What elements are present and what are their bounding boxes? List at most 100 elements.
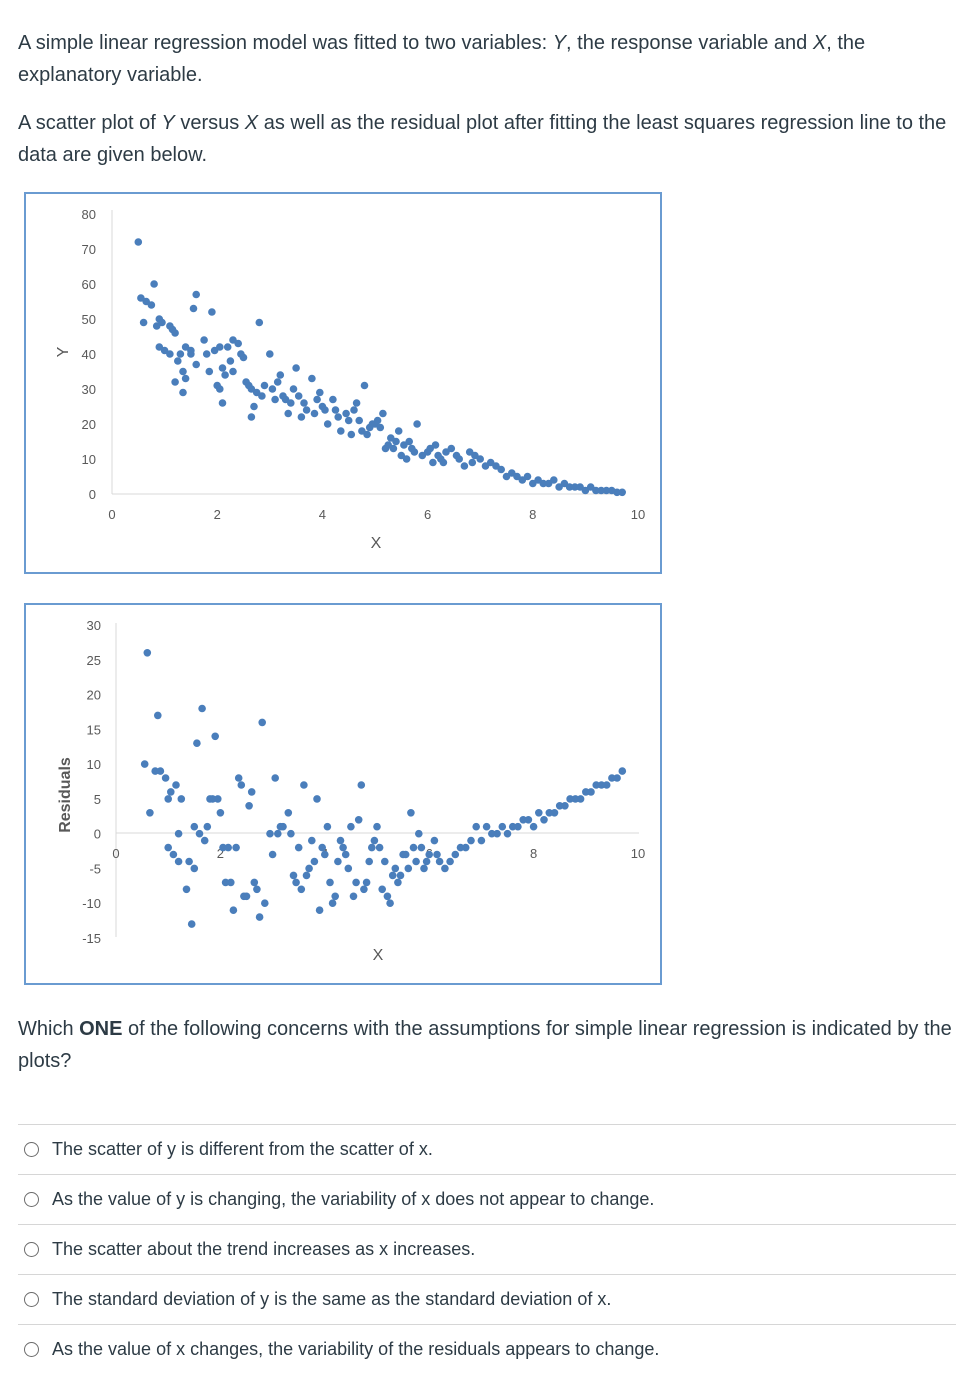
radio-button[interactable] <box>24 1192 39 1207</box>
data-point <box>179 367 187 376</box>
data-point <box>344 416 353 425</box>
x-tick-label: 10 <box>631 507 645 522</box>
data-point <box>508 822 517 831</box>
data-point <box>429 458 437 467</box>
radio-button[interactable] <box>24 1342 39 1357</box>
data-point <box>565 483 574 491</box>
data-point <box>223 343 232 351</box>
data-point <box>357 781 366 789</box>
data-point <box>134 238 143 246</box>
data-point <box>460 462 469 470</box>
intro-paragraph-2: A scatter plot of Y versus X as well as … <box>18 112 947 166</box>
data-point <box>337 427 345 435</box>
data-point <box>613 488 621 497</box>
data-point <box>461 843 470 852</box>
radio-button[interactable] <box>24 1142 39 1157</box>
data-point <box>284 809 293 817</box>
question-text: Which ONE of the following concerns with… <box>18 1018 952 1072</box>
data-point <box>352 399 361 407</box>
data-point <box>279 822 287 831</box>
radio-button[interactable] <box>24 1292 39 1307</box>
data-point <box>187 920 196 928</box>
data-point <box>310 857 319 866</box>
y-tick-label: 20 <box>82 417 96 432</box>
data-point <box>425 850 434 859</box>
y-tick-label: 5 <box>94 792 101 807</box>
answer-option-3[interactable]: The scatter about the trend increases as… <box>18 1224 956 1274</box>
data-point <box>540 816 548 824</box>
data-point <box>315 906 324 914</box>
data-point <box>318 843 327 852</box>
data-point <box>218 364 227 372</box>
data-point <box>529 822 538 831</box>
data-point <box>266 829 274 838</box>
data-point <box>193 739 201 747</box>
data-point <box>587 788 595 796</box>
data-point <box>261 899 269 907</box>
x-tick-label: 8 <box>530 846 537 861</box>
data-point <box>208 795 217 803</box>
data-point <box>292 878 300 887</box>
answer-option-label: The standard deviation of y is the same … <box>52 1289 612 1309</box>
data-point <box>321 850 329 859</box>
data-point <box>198 704 206 713</box>
answer-options: The scatter of y is different from the s… <box>18 1124 956 1374</box>
x-axis-title: X <box>373 947 384 964</box>
answer-option-5[interactable]: As the value of x changes, the variabili… <box>18 1324 956 1374</box>
data-point <box>177 795 186 803</box>
y-tick-label: 20 <box>87 688 101 703</box>
data-point <box>174 829 183 838</box>
data-point <box>498 822 507 831</box>
intro-paragraph-1: A simple linear regression model was fit… <box>18 32 866 86</box>
y-tick-label: 50 <box>82 312 96 327</box>
data-point <box>174 357 182 365</box>
data-point <box>539 479 548 488</box>
data-point <box>242 892 251 901</box>
data-point <box>441 864 449 873</box>
data-point <box>482 822 491 831</box>
data-point <box>326 878 334 887</box>
data-point <box>396 871 405 880</box>
data-point <box>493 829 501 838</box>
y-tick-labels: -15 -10 -5 0 5 10 15 20 25 30 <box>82 618 101 946</box>
radio-button[interactable] <box>24 1242 39 1257</box>
x-tick-label: 6 <box>424 507 431 522</box>
data-point <box>405 437 414 446</box>
data-point <box>386 899 394 907</box>
data-point <box>187 346 195 355</box>
data-point <box>151 767 159 775</box>
data-point <box>174 857 183 866</box>
data-point <box>602 781 611 789</box>
answer-option-1[interactable]: The scatter of y is different from the s… <box>18 1124 956 1174</box>
data-point <box>164 843 172 852</box>
data-point <box>597 486 605 495</box>
answer-option-2[interactable]: As the value of y is changing, the varia… <box>18 1174 956 1224</box>
data-point <box>302 871 311 880</box>
data-point <box>550 476 558 484</box>
scatter-plot-svg: 0 10 20 30 40 50 60 70 80 0 2 4 6 8 10 X Y <box>55 207 645 552</box>
data-point <box>239 353 248 362</box>
data-point <box>292 364 300 372</box>
data-point <box>216 385 224 393</box>
data-point <box>409 843 418 852</box>
data-point <box>355 416 364 425</box>
data-point <box>147 301 156 309</box>
data-point <box>294 843 303 852</box>
data-point <box>608 774 616 782</box>
data-point <box>302 406 311 414</box>
data-point <box>360 885 368 894</box>
y-axis-title: Residuals <box>57 757 74 833</box>
data-point <box>431 441 440 449</box>
data-point <box>602 486 611 495</box>
data-point <box>161 774 170 782</box>
data-point <box>192 360 200 369</box>
y-axis-title: Y <box>55 346 72 357</box>
y-tick-label: 30 <box>82 382 96 397</box>
data-point <box>287 829 295 838</box>
data-point <box>488 829 496 838</box>
answer-option-4[interactable]: The standard deviation of y is the same … <box>18 1274 956 1324</box>
data-point <box>467 836 475 845</box>
y-tick-label: -15 <box>82 931 101 946</box>
data-point <box>202 350 211 358</box>
data-point <box>571 483 579 491</box>
